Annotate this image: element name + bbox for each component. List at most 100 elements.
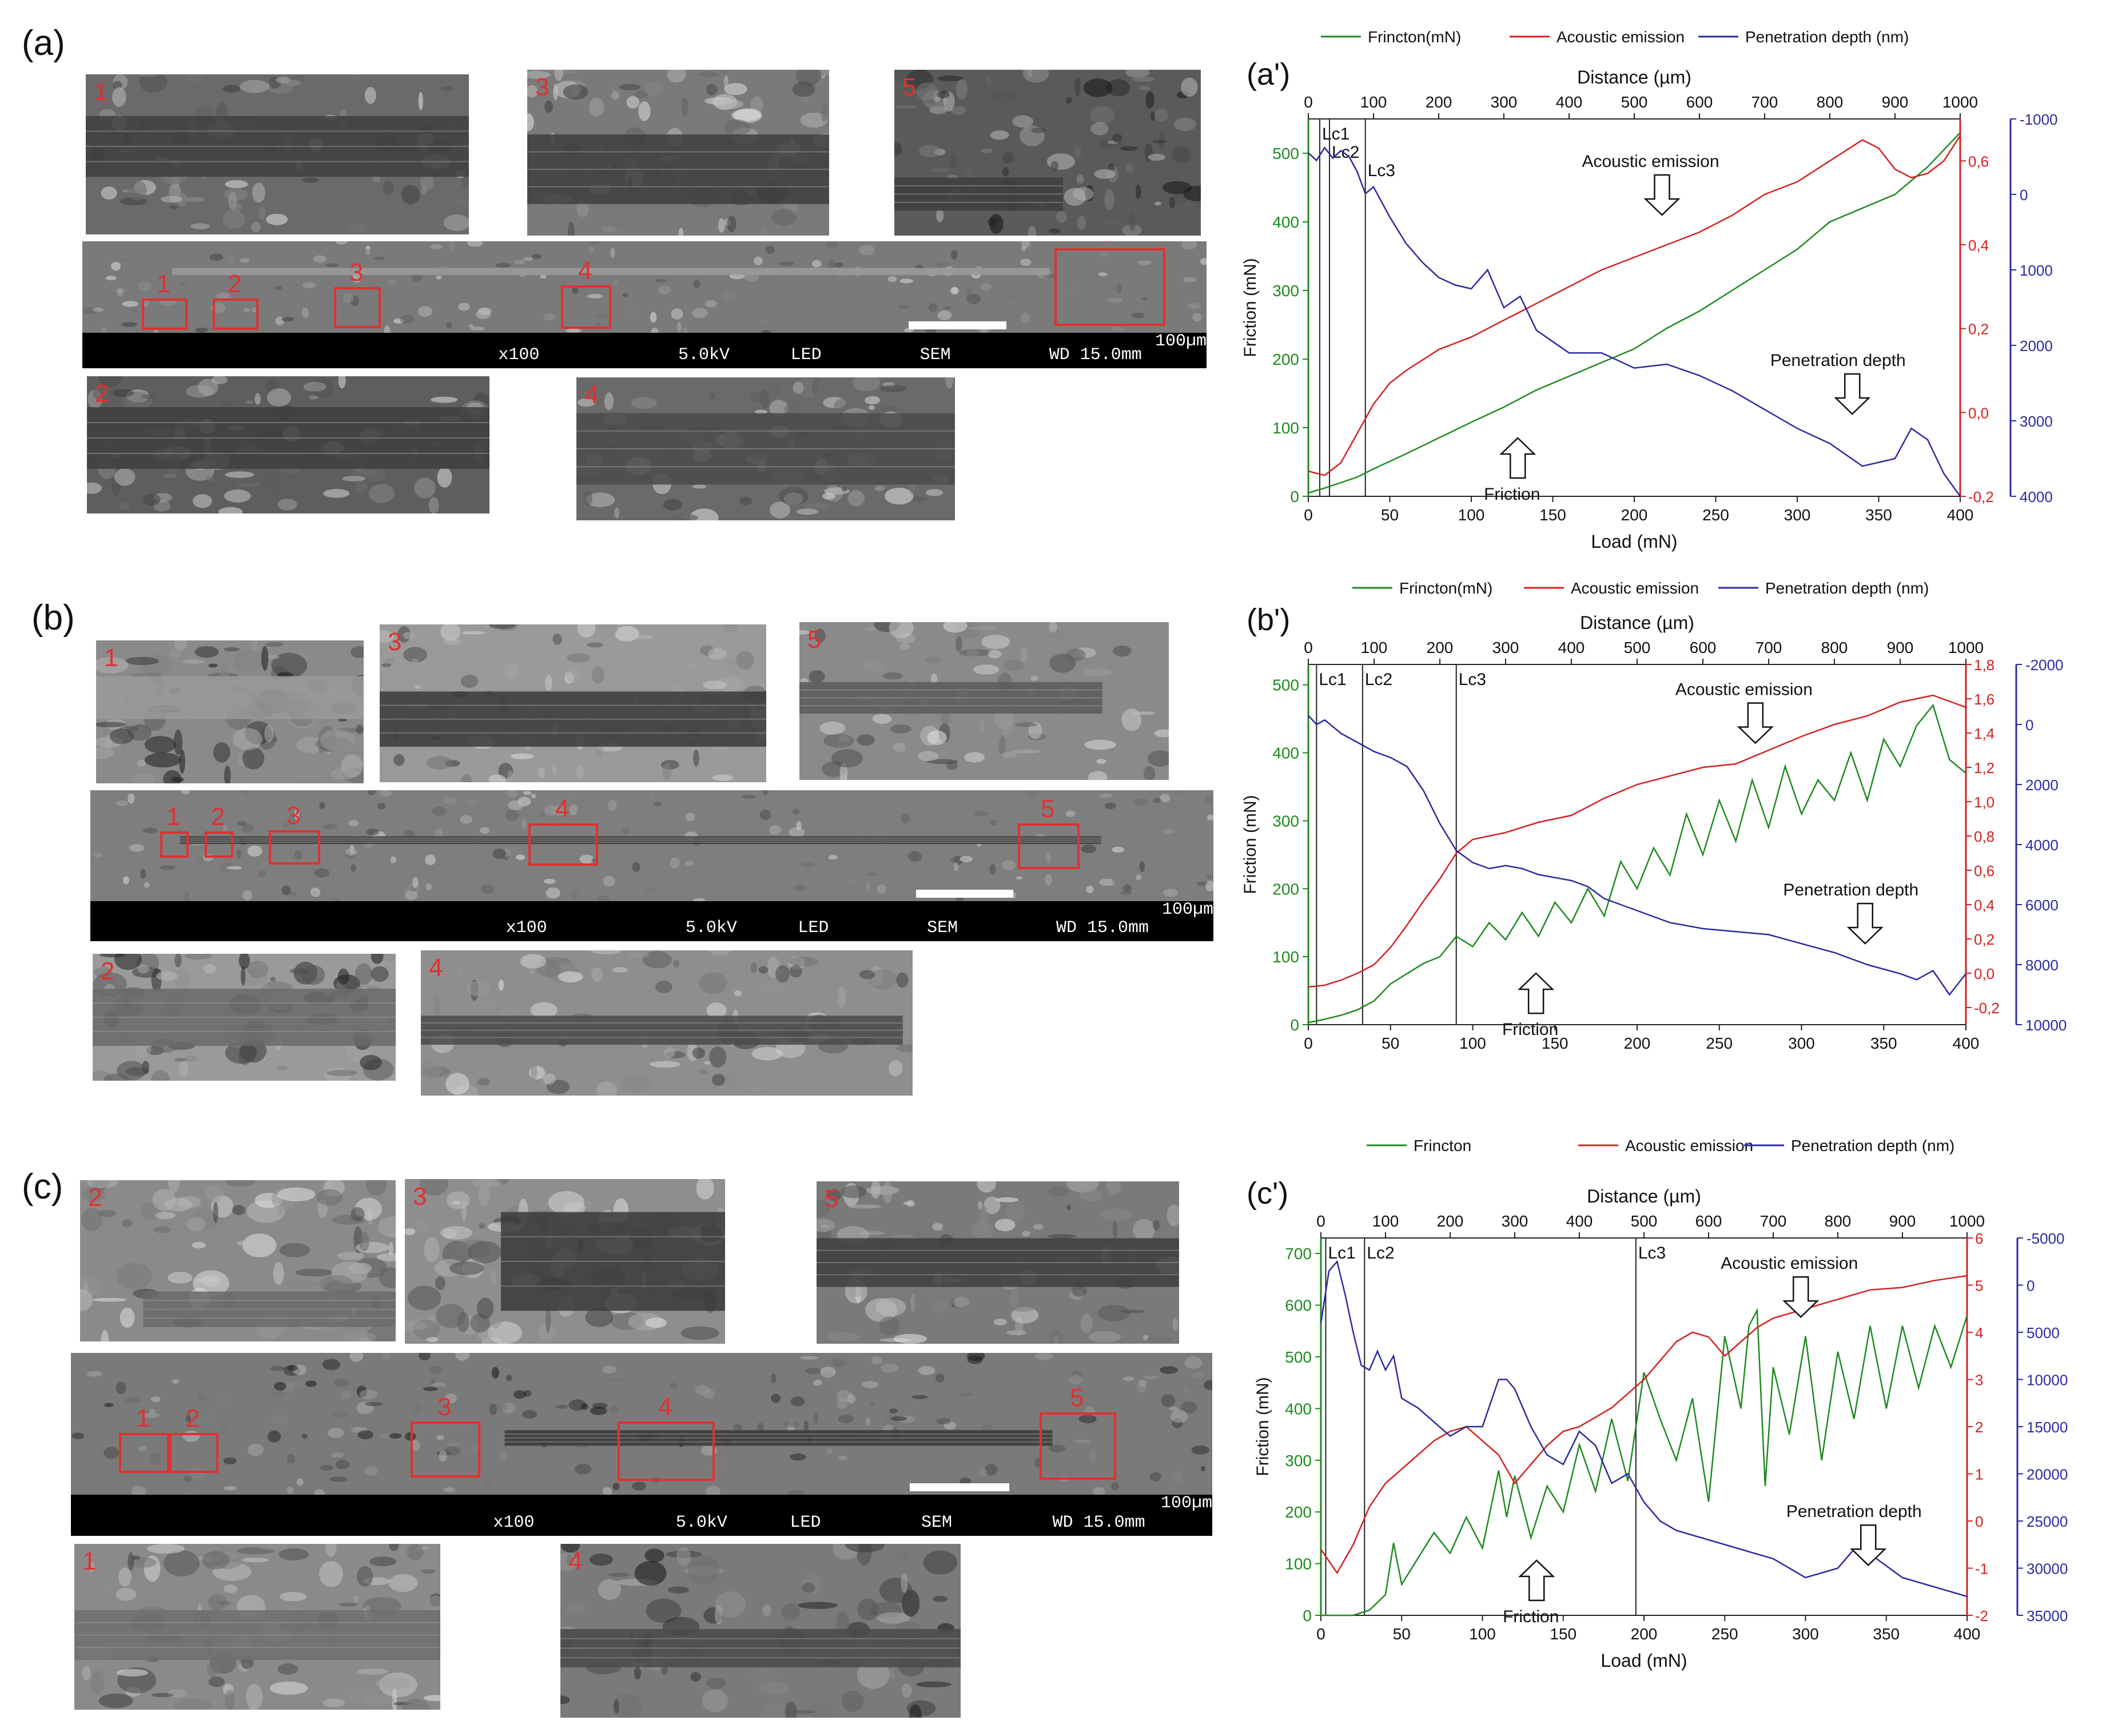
y2-tick-label: 0,6 [1974,862,1994,879]
critical-load-label: Lc1 [1319,670,1346,689]
roi-box [334,287,381,328]
legend-label: Acoustic emission [1556,28,1685,46]
y-tick-label: 700 [1285,1245,1312,1263]
x-tick-label: 0 [1304,1034,1313,1052]
y2-tick-label: 0,8 [1974,828,1994,845]
top-tick-label: 900 [1887,639,1914,656]
inset-number: 3 [388,628,402,656]
y-tick-label: 400 [1285,1400,1312,1418]
y3-tick-label: 0 [2025,716,2033,734]
annotation-label: Penetration depth [1770,351,1906,370]
series-line [1320,1275,1968,1575]
series-line [1308,135,1961,476]
y3-tick-label: 8000 [2025,957,2059,974]
x-tick-label: 50 [1381,506,1399,524]
top-tick-label: 700 [1760,1212,1787,1230]
roi-number: 5 [1041,795,1055,823]
x-tick-label: 250 [1702,506,1729,524]
chart-c-prime: (c') Frincton Acoustic emission Penetration… [1247,1137,2068,1671]
y2-tick-label: 3 [1975,1372,1983,1389]
roi-number: 3 [349,258,364,286]
sem-inset-3: 3 [380,624,766,782]
scale-label: 100µm [1154,332,1207,351]
x-tick-label: 100 [1469,1625,1496,1643]
series-line [1308,694,1966,988]
sem-inset-5: 5 [799,622,1169,780]
top-tick-label: 0 [1304,639,1313,656]
y2-tick-label: -0,2 [1968,488,1994,505]
sem-inset-5: 5 [894,70,1201,236]
x-tick-label: 250 [1711,1625,1738,1643]
roi-number: 5 [1070,1384,1084,1412]
roi-number: 3 [437,1393,452,1421]
x-tick-label: 0 [1304,506,1313,524]
legend-label: Frincton [1414,1137,1471,1154]
inset-number: 1 [94,78,108,106]
legend-label: Penetration depth (nm) [1765,579,1929,597]
inset-number: 1 [104,644,118,672]
roi-number: 3 [286,802,301,830]
y3-tick-label: 10000 [2025,1017,2067,1034]
top-axis-label: Distance (µm) [1587,1186,1701,1207]
sem-inset-2: 2 [87,376,489,513]
annotation-label: Friction [1503,1607,1559,1626]
y-tick-label: 500 [1272,145,1299,162]
x-tick-label: 350 [1873,1625,1900,1643]
sem-mag: x100 [498,345,540,365]
roi-box [618,1422,715,1481]
y2-tick-label: 2 [1975,1419,1983,1436]
inset-number: 5 [825,1185,839,1213]
y3-tick-label: 3000 [2020,413,2053,430]
top-tick-label: 800 [1817,93,1844,111]
x-tick-label: 100 [1458,506,1485,524]
inset-number: 2 [101,957,115,985]
inset-number: 2 [88,1184,102,1212]
roi-box [1054,248,1165,326]
sem-mag: x100 [505,918,547,938]
y-tick-label: 400 [1272,213,1299,231]
top-axis-label: Distance (µm) [1580,612,1694,633]
inset-number: 3 [413,1182,427,1211]
top-tick-label: 1000 [1949,1212,1985,1230]
critical-load-label: Lc3 [1368,161,1395,180]
roi-box [142,298,188,330]
y-tick-label: 200 [1272,880,1299,898]
series-line [1308,715,1966,996]
top-tick-label: 200 [1437,1212,1464,1230]
y2-tick-label: 0,4 [1974,897,1994,914]
top-tick-label: 100 [1360,93,1387,111]
legend-label: Acoustic emission [1625,1137,1753,1154]
inset-number: 4 [584,381,599,409]
top-tick-label: 300 [1492,639,1519,656]
critical-load-label: Lc3 [1459,670,1486,689]
sem-overview: 1 2 3 4 5 x100 5.0kV LED SEM WD 15.0mm 100µm [82,241,1207,368]
sem-detector: LED [790,345,822,365]
y2-tick-label: 0,0 [1968,404,1989,421]
roi-box [205,831,233,858]
x-tick-label: 50 [1382,1034,1399,1052]
annotation-label: Friction [1484,485,1540,504]
top-tick-label: 400 [1556,93,1583,111]
sem-inset-5: 5 [817,1181,1179,1344]
y3-tick-label: 35000 [2027,1607,2068,1624]
y-tick-label: 0 [1290,1016,1299,1034]
annotation-label: Penetration depth [1786,1502,1922,1521]
top-tick-label: 500 [1631,1212,1658,1230]
y2-tick-label: 5 [1975,1277,1983,1295]
annotation-label: Friction [1502,1020,1558,1039]
roi-box [1040,1412,1116,1480]
top-tick-label: 1000 [1948,639,1984,656]
sem-kv: 5.0kV [678,345,730,365]
annotation-arrow [1737,702,1774,744]
series-line [1321,1307,1968,1616]
scale-label: 100µm [1161,900,1213,919]
sem-inset-3: 3 [405,1179,725,1344]
sem-inset-3: 3 [527,70,829,236]
top-tick-label: 600 [1695,1212,1722,1230]
annotation-label: Acoustic emission [1721,1254,1858,1273]
x-tick-label: 400 [1954,1625,1981,1643]
y-tick-label: 600 [1285,1297,1312,1315]
top-tick-label: 500 [1624,639,1651,656]
y3-tick-label: 2000 [2020,337,2053,355]
inset-number: 4 [429,954,443,982]
